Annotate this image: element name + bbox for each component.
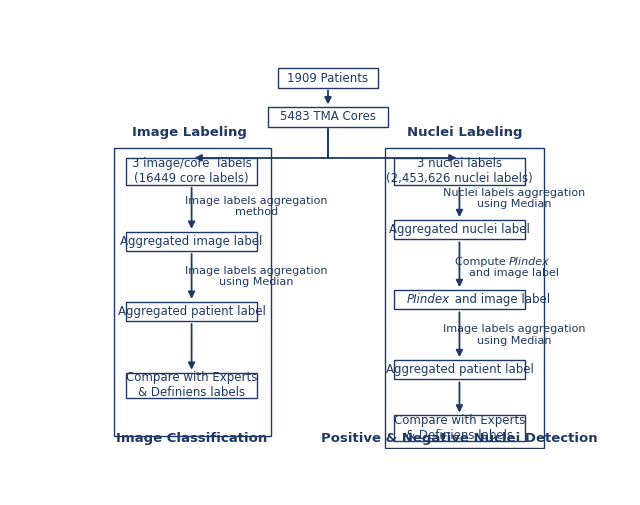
Text: 3 nuclei labels
(2,453,626 nuclei labels): 3 nuclei labels (2,453,626 nuclei labels… bbox=[386, 158, 533, 185]
Text: Aggregated patient label: Aggregated patient label bbox=[385, 363, 533, 376]
Text: Image Labeling: Image Labeling bbox=[132, 126, 247, 139]
FancyBboxPatch shape bbox=[126, 232, 257, 251]
Text: Aggregated nuclei label: Aggregated nuclei label bbox=[389, 223, 530, 236]
Text: Compare with Experts
& Definiens labels: Compare with Experts & Definiens labels bbox=[126, 371, 257, 399]
FancyBboxPatch shape bbox=[126, 301, 257, 321]
Text: Image labels aggregation
using Median: Image labels aggregation using Median bbox=[443, 324, 585, 345]
FancyBboxPatch shape bbox=[394, 290, 525, 310]
FancyBboxPatch shape bbox=[269, 107, 388, 127]
FancyBboxPatch shape bbox=[126, 373, 257, 398]
Text: Nuclei labels aggregation
using Median: Nuclei labels aggregation using Median bbox=[443, 188, 585, 210]
FancyBboxPatch shape bbox=[278, 68, 378, 88]
Text: and image label: and image label bbox=[469, 268, 559, 278]
Text: Image Classification: Image Classification bbox=[116, 432, 268, 445]
Text: Aggregated image label: Aggregated image label bbox=[120, 235, 263, 248]
FancyBboxPatch shape bbox=[394, 416, 525, 441]
Text: Image labels aggregation
using Median: Image labels aggregation using Median bbox=[185, 266, 327, 287]
Text: and image label: and image label bbox=[451, 293, 550, 306]
FancyBboxPatch shape bbox=[126, 158, 257, 185]
Text: Positive & Negative Nuclei Detection: Positive & Negative Nuclei Detection bbox=[321, 432, 598, 445]
Text: 5483 TMA Cores: 5483 TMA Cores bbox=[280, 111, 376, 124]
Text: Compare with Experts
& Definiens labels: Compare with Experts & Definiens labels bbox=[394, 414, 525, 442]
FancyBboxPatch shape bbox=[394, 360, 525, 379]
Bar bbox=[385, 148, 544, 447]
Text: Aggregated patient label: Aggregated patient label bbox=[118, 305, 266, 318]
Text: Compute: Compute bbox=[455, 257, 509, 267]
Text: 3 image/core  labels
(16449 core labels): 3 image/core labels (16449 core labels) bbox=[132, 158, 252, 185]
FancyBboxPatch shape bbox=[394, 220, 525, 239]
Text: Nuclei Labeling: Nuclei Labeling bbox=[408, 126, 523, 139]
Text: PIindex: PIindex bbox=[509, 257, 550, 267]
FancyBboxPatch shape bbox=[394, 158, 525, 185]
Bar bbox=[114, 148, 271, 436]
Text: 1909 Patients: 1909 Patients bbox=[287, 72, 369, 85]
Text: Image labels aggregation
method: Image labels aggregation method bbox=[185, 195, 327, 217]
Text: PIindex: PIindex bbox=[406, 293, 449, 306]
